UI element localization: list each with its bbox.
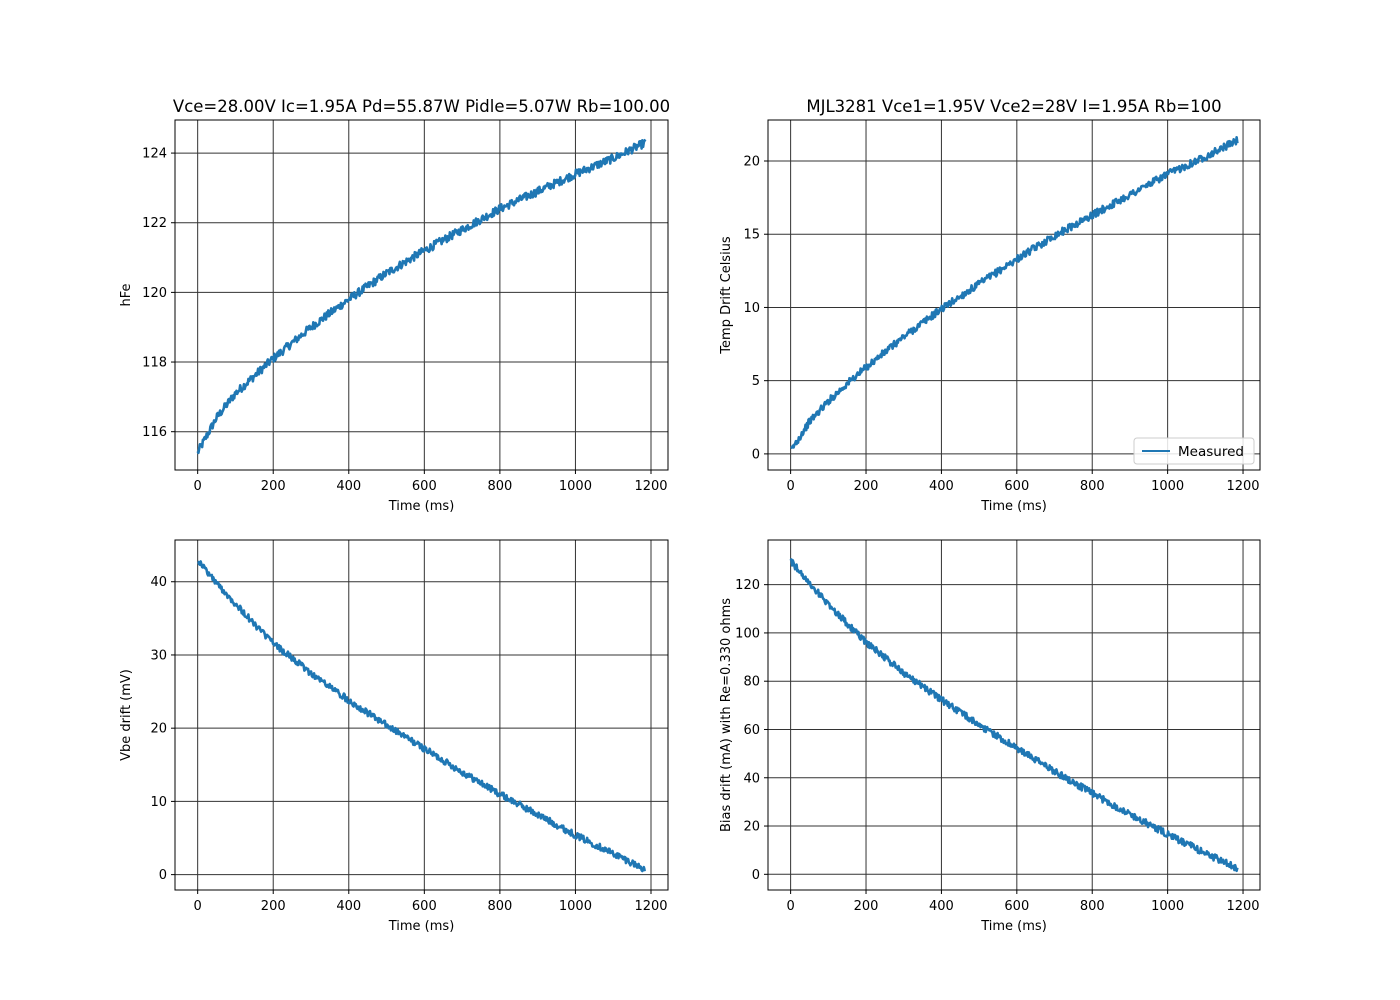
x-tick-label: 200 xyxy=(854,899,879,914)
x-tick-label: 400 xyxy=(336,479,361,494)
y-axis-label: Bias drift (mA) with Re=0.330 ohms xyxy=(719,598,734,832)
x-tick-label: 0 xyxy=(194,479,202,494)
chart-title: MJL3281 Vce1=1.95V Vce2=28V I=1.95A Rb=1… xyxy=(806,97,1221,116)
x-tick-label: 1000 xyxy=(559,479,592,494)
legend-label: Measured xyxy=(1178,444,1244,460)
y-tick-label: 124 xyxy=(142,147,167,162)
x-axis-label: Time (ms) xyxy=(980,499,1047,514)
chart-title: Vce=28.00V Ic=1.95A Pd=55.87W Pidle=5.07… xyxy=(173,97,670,116)
y-tick-label: 10 xyxy=(743,301,760,316)
y-tick-label: 120 xyxy=(735,578,760,593)
subplot-1: 0 200 400 600 800 1000 1200 116 118 120 122 124 Time… xyxy=(119,97,670,514)
legend-box xyxy=(1133,437,1255,465)
y-tick-label: 10 xyxy=(150,795,167,810)
y-tick-label: 60 xyxy=(743,723,760,738)
y-tick-label: 0 xyxy=(752,868,760,883)
legend: Measured xyxy=(1133,437,1255,465)
x-tick-label: 600 xyxy=(412,899,437,914)
x-axis-label: Time (ms) xyxy=(388,919,455,934)
y-tick-label: 0 xyxy=(159,868,167,883)
x-tick-label: 1200 xyxy=(634,479,667,494)
x-tick-label: 0 xyxy=(786,479,794,494)
x-tick-label: 200 xyxy=(261,479,286,494)
y-tick-label: 30 xyxy=(150,648,167,663)
y-tick-label: 80 xyxy=(743,675,760,690)
x-tick-label: 1200 xyxy=(1226,479,1259,494)
y-tick-label: 0 xyxy=(752,447,760,462)
y-tick-label: 116 xyxy=(142,425,167,440)
y-tick-label: 118 xyxy=(142,356,167,371)
y-tick-label: 100 xyxy=(735,626,760,641)
x-tick-label: 800 xyxy=(487,899,512,914)
x-tick-label: 1000 xyxy=(559,899,592,914)
y-tick-label: 122 xyxy=(142,216,167,231)
y-tick-label: 5 xyxy=(752,374,760,389)
x-tick-label: 600 xyxy=(1004,899,1029,914)
series-line xyxy=(196,138,647,455)
series-line xyxy=(790,135,1239,450)
axes-frame xyxy=(174,119,669,471)
x-tick-label: 400 xyxy=(336,899,361,914)
x-tick-label: 400 xyxy=(929,899,954,914)
x-tick-label: 200 xyxy=(261,899,286,914)
y-axis-label: Temp Drift Celsius xyxy=(719,236,734,355)
x-tick-label: 0 xyxy=(194,899,202,914)
x-tick-label: 400 xyxy=(929,479,954,494)
subplot-2: 0 200 400 600 800 1000 1200 0 5 10 15 20 Time (ms) Te… xyxy=(719,97,1261,514)
x-tick-label: 200 xyxy=(854,479,879,494)
y-axis-label: hFe xyxy=(119,283,134,306)
y-axis-label: Vbe drift (mV) xyxy=(119,669,134,761)
y-tick-label: 15 xyxy=(743,228,760,243)
x-tick-label: 800 xyxy=(487,479,512,494)
axes-frame xyxy=(174,539,669,891)
series-line xyxy=(789,558,1239,873)
y-tick-label: 120 xyxy=(142,286,167,301)
x-tick-label: 1000 xyxy=(1151,479,1184,494)
x-axis-label: Time (ms) xyxy=(388,499,455,514)
subplot-4: 0 200 400 600 800 1000 1200 0 20 40 60 80 100 120 Time… xyxy=(719,539,1261,934)
series-line xyxy=(197,560,647,873)
y-tick-label: 20 xyxy=(743,820,760,835)
subplot-3: 0 200 400 600 800 1000 1200 0 10 20 30 40 Time (ms) V… xyxy=(119,539,669,934)
axes-frame xyxy=(767,119,1261,471)
x-tick-label: 600 xyxy=(1004,479,1029,494)
x-tick-label: 800 xyxy=(1080,479,1105,494)
y-tick-label: 20 xyxy=(150,722,167,737)
y-tick-label: 20 xyxy=(743,155,760,170)
x-tick-label: 600 xyxy=(412,479,437,494)
x-tick-label: 1200 xyxy=(1226,899,1259,914)
x-tick-label: 1200 xyxy=(634,899,667,914)
x-axis-label: Time (ms) xyxy=(980,919,1047,934)
y-tick-label: 40 xyxy=(743,771,760,786)
x-tick-label: 800 xyxy=(1080,899,1105,914)
y-tick-label: 40 xyxy=(150,575,167,590)
x-tick-label: 1000 xyxy=(1151,899,1184,914)
x-tick-label: 0 xyxy=(786,899,794,914)
axes-frame xyxy=(767,539,1261,891)
